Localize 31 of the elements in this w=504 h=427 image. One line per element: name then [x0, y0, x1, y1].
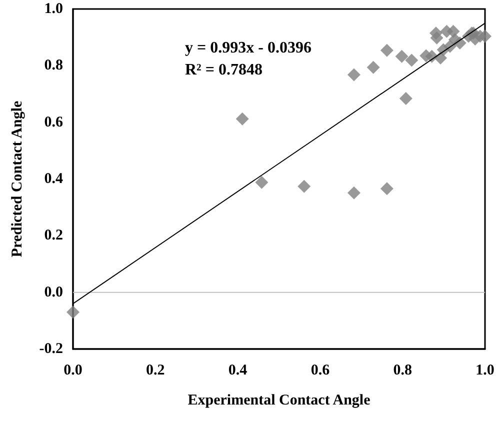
x-tick-label: 0.4	[228, 362, 248, 378]
x-tick-label: 0.8	[393, 362, 412, 378]
annotation: y = 0.993x - 0.0396	[184, 40, 312, 56]
y-axis-title: Predicted Contact Angle	[10, 100, 26, 258]
y-tick-label: 0.4	[44, 171, 64, 187]
x-tick-label: 1.0	[476, 362, 494, 378]
point	[405, 54, 418, 67]
y-tick-label: 0.2	[44, 228, 63, 244]
point	[399, 92, 412, 106]
point	[347, 68, 360, 82]
x-tick-label: 0.6	[310, 362, 330, 378]
point	[478, 30, 492, 43]
point	[236, 112, 249, 126]
point	[366, 60, 380, 74]
point	[380, 44, 394, 57]
point	[395, 50, 408, 63]
y-tick-label: 0.0	[44, 284, 63, 300]
y-tick-label: -0.2	[39, 341, 63, 357]
y-tick-label: 0.6	[44, 114, 64, 130]
x-tick-label: 0.0	[64, 362, 82, 378]
annotation: R² = 0.7848	[185, 62, 262, 78]
point	[380, 182, 394, 196]
y-tick-label: 0.8	[44, 58, 63, 74]
y-tick-label: 1.0	[44, 1, 63, 17]
point	[66, 306, 80, 319]
point	[430, 31, 444, 44]
x-axis-title: Experimental Contact Angle	[188, 392, 371, 408]
point	[255, 176, 268, 189]
point	[347, 186, 360, 200]
x-tick-label: 0.2	[146, 362, 165, 378]
point	[298, 180, 311, 193]
